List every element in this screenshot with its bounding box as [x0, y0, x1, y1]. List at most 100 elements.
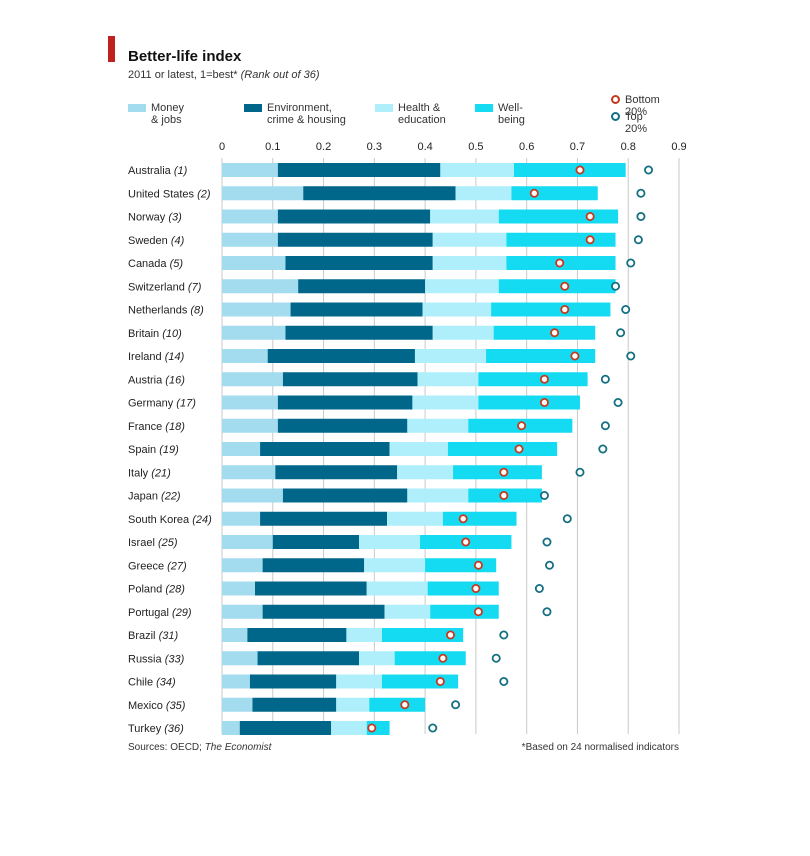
top-20-marker — [600, 374, 610, 384]
bottom-20-marker — [400, 700, 410, 710]
bar-health-education — [346, 628, 382, 642]
bottom-20-marker — [550, 328, 560, 338]
bottom-20-marker — [570, 351, 580, 361]
chart-panel: Better-life index 2011 or latest, 1=best… — [108, 36, 703, 761]
bar-health-education — [414, 349, 487, 363]
bar-health-education — [430, 209, 499, 224]
legend-label-bottom: Bottom 20% — [625, 94, 660, 118]
bar-environment — [267, 349, 415, 363]
bottom-20-marker — [560, 281, 570, 291]
legend-swatch-well-being — [475, 104, 493, 112]
bar-money-jobs — [222, 651, 258, 666]
bar-health-education — [417, 372, 479, 387]
bar-well-being — [430, 604, 499, 619]
bar-environment — [303, 186, 456, 201]
bar-health-education — [336, 697, 370, 712]
top-20-marker — [542, 607, 552, 617]
bottom-20-marker — [473, 560, 483, 570]
x-tick-label: 0.8 — [621, 141, 636, 153]
country-label: Switzerland (7) — [128, 281, 202, 293]
top-20-marker — [545, 560, 555, 570]
country-name: Turkey — [128, 723, 164, 735]
legend-label-top: Top 20% — [625, 111, 648, 135]
top-20-marker — [451, 700, 461, 710]
country-rank: (24) — [192, 514, 212, 526]
top-20-marker — [562, 514, 572, 524]
bar-environment — [247, 628, 347, 642]
bar-health-education — [366, 581, 428, 596]
country-label: Greece (27) — [128, 560, 187, 572]
country-name: Chile — [128, 677, 156, 689]
top-20-marker — [613, 397, 623, 407]
legend-label-money-jobs: Money & jobs — [151, 102, 185, 126]
bar-well-being — [425, 558, 497, 573]
sources-footer: Sources: OECD; The Economist — [128, 742, 271, 753]
country-label: Israel (25) — [128, 537, 178, 549]
top-20-marker — [491, 653, 501, 663]
bar-well-being — [381, 628, 464, 642]
country-rank: (17) — [176, 398, 196, 410]
bar-environment — [282, 488, 408, 503]
bar-money-jobs — [222, 209, 278, 224]
bar-well-being — [491, 302, 611, 317]
bar-health-education — [364, 558, 426, 573]
legend-ring-bottom — [611, 95, 620, 104]
bar-environment — [262, 558, 365, 573]
bottom-20-marker — [585, 211, 595, 221]
x-tick-label: 0.1 — [265, 141, 280, 153]
bar-money-jobs — [222, 604, 263, 619]
bar-money-jobs — [222, 256, 286, 270]
top-20-marker — [534, 584, 544, 594]
bar-health-education — [397, 465, 454, 480]
country-label: Mexico (35) — [128, 700, 186, 712]
country-rank: (35) — [166, 700, 186, 712]
top-20-marker — [626, 351, 636, 361]
bar-well-being — [486, 349, 596, 363]
chart-subtitle: 2011 or latest, 1=best* (Rank out of 36) — [128, 69, 320, 81]
bottom-20-marker — [585, 235, 595, 245]
country-rank: (28) — [165, 584, 185, 596]
country-name: Sweden — [128, 235, 171, 247]
bar-health-education — [359, 535, 421, 549]
bar-health-education — [359, 651, 395, 666]
bar-well-being — [506, 232, 616, 247]
bar-well-being — [478, 372, 588, 387]
bar-health-education — [440, 163, 514, 177]
country-label: Brazil (31) — [128, 630, 178, 642]
top-20-marker — [600, 421, 610, 431]
country-label: Turkey (36) — [128, 723, 184, 735]
legend-label-health-education: Health & education — [398, 102, 446, 126]
bottom-20-marker — [473, 607, 483, 617]
country-name: Netherlands — [128, 305, 190, 317]
country-name: Japan — [128, 491, 161, 503]
bar-health-education — [422, 302, 492, 317]
country-label: United States (2) — [128, 188, 211, 200]
country-label: Russia (33) — [128, 653, 185, 665]
bar-money-jobs — [222, 418, 278, 433]
bar-health-education — [336, 674, 382, 689]
country-rank: (33) — [165, 653, 185, 665]
bottom-20-marker — [435, 677, 445, 687]
country-name: United States — [128, 188, 197, 200]
country-rank: (10) — [162, 328, 182, 340]
country-name: Italy — [128, 467, 151, 479]
top-20-marker — [626, 258, 636, 268]
bar-money-jobs — [222, 535, 273, 549]
country-name: Austria — [128, 374, 165, 386]
top-20-marker — [499, 677, 509, 687]
bar-money-jobs — [222, 163, 278, 177]
country-name: Greece — [128, 560, 167, 572]
bar-environment — [249, 674, 337, 689]
sources-prefix: Sources: OECD; — [128, 742, 205, 753]
country-rank: (7) — [188, 281, 202, 293]
country-name: Germany — [128, 398, 176, 410]
bar-health-education — [432, 325, 494, 340]
country-label: Spain (19) — [128, 444, 179, 456]
bar-well-being — [513, 163, 626, 177]
x-tick-label: 0 — [219, 141, 225, 153]
bar-health-education — [455, 186, 512, 201]
top-20-marker — [575, 467, 585, 477]
bar-well-being — [511, 186, 598, 201]
bar-well-being — [453, 465, 542, 480]
country-name: Canada — [128, 258, 170, 270]
